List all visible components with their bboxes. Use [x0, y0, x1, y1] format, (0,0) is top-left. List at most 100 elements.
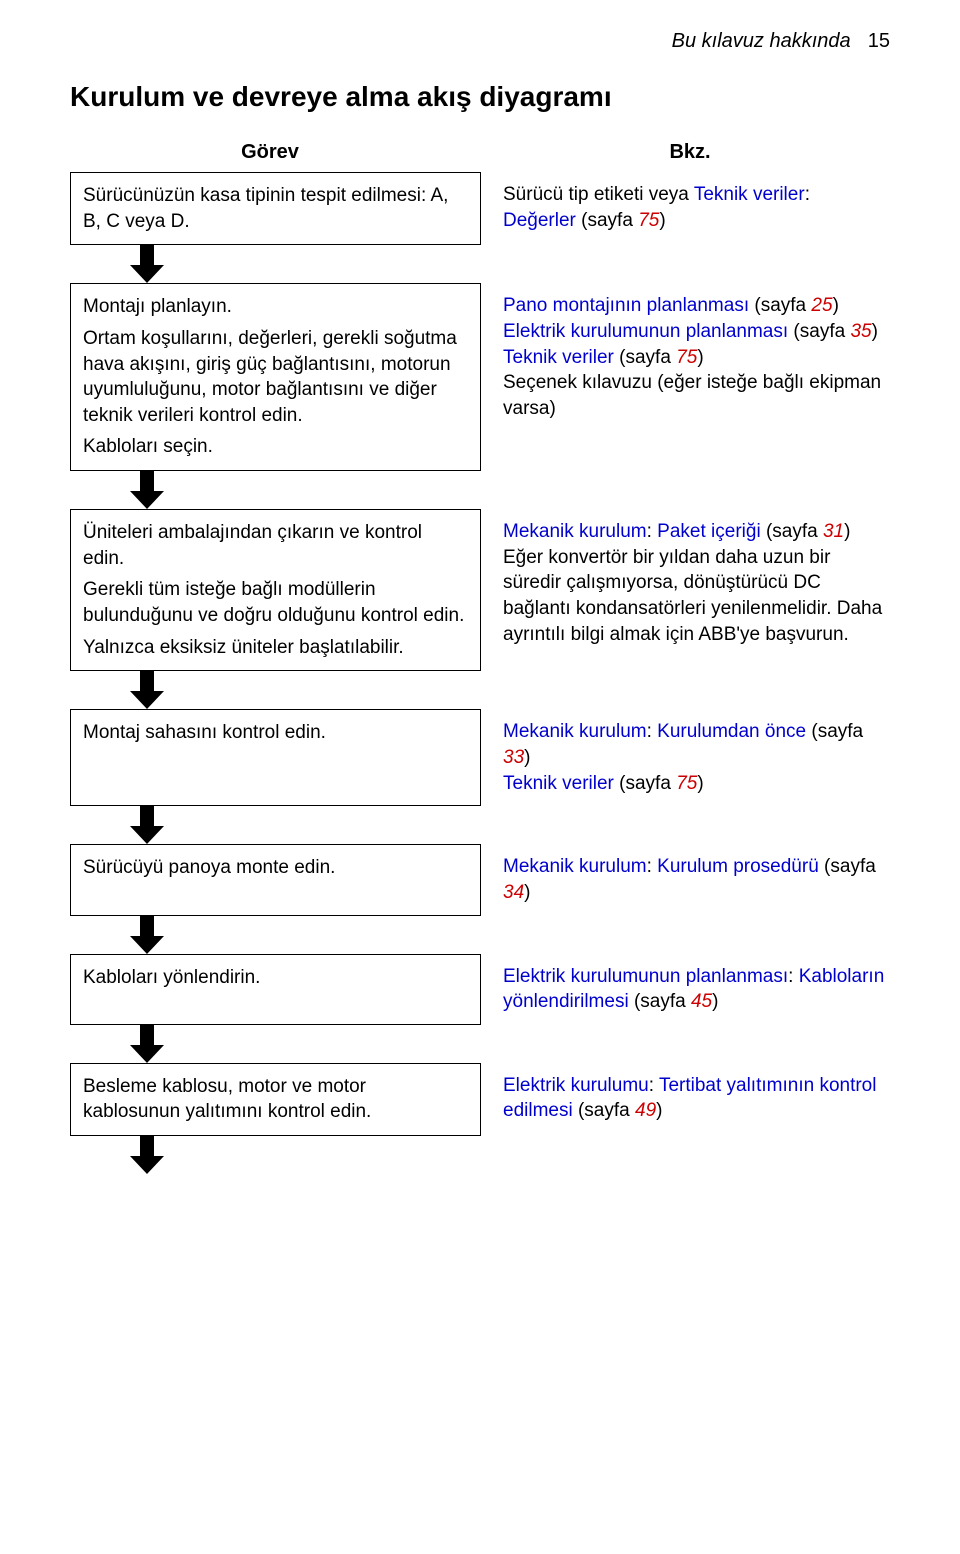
down-arrow-icon: [130, 806, 164, 844]
flow-step: Üniteleri ambalajından çıkarın ve kontro…: [70, 509, 890, 671]
ref-text: ): [524, 747, 530, 768]
flow-arrow-row: [70, 1025, 890, 1063]
down-arrow-icon: [130, 671, 164, 709]
ref-text: (sayfa: [819, 856, 876, 877]
task-line: Yalnızca eksiksiz üniteler başlatılabili…: [83, 635, 468, 661]
task-line: Montajı planlayın.: [83, 294, 468, 320]
page-number: 15: [868, 30, 890, 52]
task-line: Kabloları seçin.: [83, 434, 468, 460]
cross-ref-link[interactable]: Kurulumdan önce: [657, 721, 806, 742]
ref-text: (sayfa: [806, 721, 863, 742]
running-header: Bu kılavuz hakkında 15: [70, 30, 890, 53]
down-arrow-icon: [130, 471, 164, 509]
flow-step: Sürücünüzün kasa tipinin tespit edilmesi…: [70, 172, 890, 245]
section-title: Kurulum ve devreye alma akış diyagramı: [70, 81, 890, 113]
cross-ref-link[interactable]: Elektrik kurulumunun planlanması: [503, 321, 788, 342]
ref-text: (sayfa: [614, 773, 676, 794]
task-box: Montaj sahasını kontrol edin.: [70, 709, 481, 806]
ref-text: :: [647, 721, 658, 742]
ref-text: ): [656, 1100, 662, 1121]
down-arrow-icon: [130, 1025, 164, 1063]
task-line: Besleme kablosu, motor ve motor kablosun…: [83, 1074, 468, 1125]
ref-text: (sayfa: [749, 295, 811, 316]
ref-text: Sürücü tip etiketi veya: [503, 184, 694, 205]
task-box: Montajı planlayın. Ortam koşullarını, değ…: [70, 283, 481, 471]
page: Bu kılavuz hakkında 15 Kurulum ve devrey…: [0, 0, 960, 1214]
task-line: Üniteleri ambalajından çıkarın ve kontro…: [83, 520, 468, 571]
ref-text: :: [647, 856, 658, 877]
task-line: Sürücüyü panoya monte edin.: [83, 855, 468, 881]
running-title: Bu kılavuz hakkında: [672, 30, 851, 52]
page-ref[interactable]: 49: [635, 1100, 656, 1121]
ref-text: (sayfa: [614, 347, 676, 368]
flow-arrow-row: [70, 245, 890, 283]
cross-ref-link[interactable]: Teknik veriler: [694, 184, 805, 205]
ref-text: ): [697, 347, 703, 368]
task-box: Kabloları yönlendirin.: [70, 954, 481, 1025]
flow-arrow-row: [70, 471, 890, 509]
flow-step: Montaj sahasını kontrol edin.Mekanik kur…: [70, 709, 890, 806]
page-ref[interactable]: 33: [503, 747, 524, 768]
ref-text: :: [649, 1075, 659, 1096]
ref-text: :: [805, 184, 810, 205]
col-header-ref: Bkz.: [490, 141, 890, 164]
down-arrow-icon: [130, 245, 164, 283]
task-box: Sürücünüzün kasa tipinin tespit edilmesi…: [70, 172, 481, 245]
ref-text: :: [647, 521, 658, 542]
cross-ref-link[interactable]: Değerler: [503, 210, 576, 231]
cross-ref-link[interactable]: Teknik veriler: [503, 773, 614, 794]
page-ref[interactable]: 25: [811, 295, 832, 316]
page-ref[interactable]: 34: [503, 882, 524, 903]
ref-text: ): [712, 991, 718, 1012]
ref-text: (sayfa: [788, 321, 850, 342]
page-ref[interactable]: 35: [850, 321, 871, 342]
ref-cell: Mekanik kurulum: Kurulum prosedürü (sayf…: [501, 844, 890, 915]
ref-cell: Mekanik kurulum: Paket içeriği (sayfa 31…: [501, 509, 890, 671]
ref-cell: Elektrik kurulumunun planlanması: Kablol…: [501, 954, 890, 1025]
cross-ref-link[interactable]: Elektrik kurulumu: [503, 1075, 649, 1096]
cross-ref-link[interactable]: Mekanik kurulum: [503, 721, 647, 742]
flow-step: Besleme kablosu, motor ve motor kablosun…: [70, 1063, 890, 1136]
ref-text: ): [659, 210, 665, 231]
cross-ref-link[interactable]: Paket içeriği: [657, 521, 761, 542]
task-box: Üniteleri ambalajından çıkarın ve kontro…: [70, 509, 481, 671]
ref-text: :: [788, 966, 799, 987]
ref-text: Seçenek kılavuzu (eğer isteğe bağlı ekip…: [503, 372, 881, 419]
cross-ref-link[interactable]: Pano montajının planlanması: [503, 295, 749, 316]
cross-ref-link[interactable]: Mekanik kurulum: [503, 856, 647, 877]
ref-text: (sayfa: [761, 521, 823, 542]
flow-arrow-row: [70, 671, 890, 709]
page-ref[interactable]: 75: [676, 347, 697, 368]
flow-arrow-row: [70, 916, 890, 954]
flow-step: Sürücüyü panoya monte edin. Mekanik kurul…: [70, 844, 890, 915]
task-box: Besleme kablosu, motor ve motor kablosun…: [70, 1063, 481, 1136]
task-line: Ortam koşullarını, değerleri, gerekli so…: [83, 326, 468, 429]
cross-ref-link[interactable]: Elektrik kurulumunun planlanması: [503, 966, 788, 987]
cross-ref-link[interactable]: Teknik veriler: [503, 347, 614, 368]
flow-arrow-row: [70, 1136, 890, 1174]
ref-text: ): [697, 773, 703, 794]
flowchart: Sürücünüzün kasa tipinin tespit edilmesi…: [70, 172, 890, 1174]
ref-text: (sayfa: [576, 210, 638, 231]
page-ref[interactable]: 75: [638, 210, 659, 231]
down-arrow-icon: [130, 916, 164, 954]
ref-text: ): [844, 521, 850, 542]
ref-cell: Elektrik kurulumu: Tertibat yalıtımının …: [501, 1063, 890, 1136]
task-line: Gerekli tüm isteğe bağlı modüllerin bulu…: [83, 577, 468, 628]
flow-step: Montajı planlayın. Ortam koşullarını, değ…: [70, 283, 890, 471]
flow-step: Kabloları yönlendirin. Elektrik kurulumun…: [70, 954, 890, 1025]
down-arrow-icon: [130, 1136, 164, 1174]
ref-cell: Mekanik kurulum: Kurulumdan önce (sayfa …: [501, 709, 890, 806]
page-ref[interactable]: 31: [823, 521, 844, 542]
ref-text: (sayfa: [629, 991, 691, 1012]
ref-cell: Sürücü tip etiketi veya Teknik veriler: …: [501, 172, 890, 245]
cross-ref-link[interactable]: Kurulum prosedürü: [657, 856, 819, 877]
page-ref[interactable]: 45: [691, 991, 712, 1012]
cross-ref-link[interactable]: Mekanik kurulum: [503, 521, 647, 542]
ref-text: ): [872, 321, 878, 342]
page-ref[interactable]: 75: [676, 773, 697, 794]
column-headers: Görev Bkz.: [70, 141, 890, 164]
ref-text: ): [833, 295, 839, 316]
col-header-task: Görev: [70, 141, 470, 164]
task-line: Sürücünüzün kasa tipinin tespit edilmesi…: [83, 183, 468, 234]
